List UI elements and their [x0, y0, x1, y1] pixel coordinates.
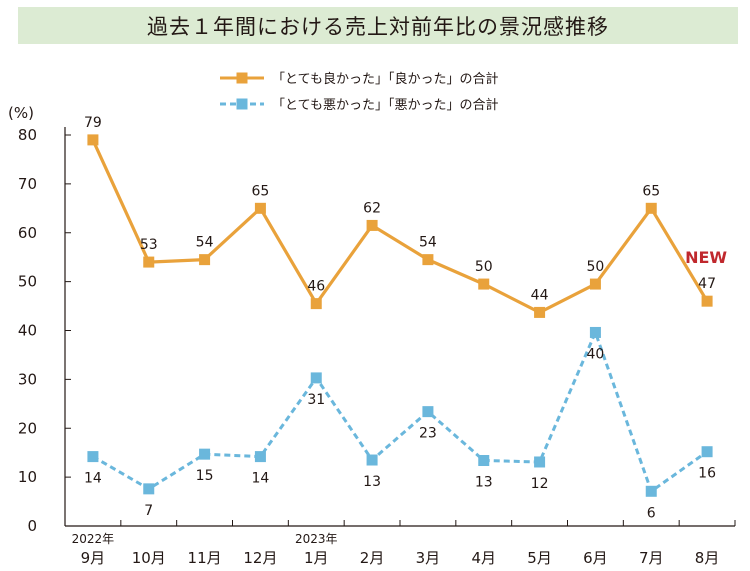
- data-point: [143, 256, 155, 268]
- data-point: [310, 372, 322, 384]
- y-tick-label: 10: [18, 468, 37, 486]
- data-point: [478, 455, 490, 467]
- data-point: [422, 406, 434, 418]
- data-label: 31: [307, 392, 325, 408]
- x-tick-label: 4月: [471, 549, 496, 567]
- legend-label-2: 「とても悪かった」「悪かった」の合計: [272, 97, 498, 113]
- data-point: [366, 219, 378, 231]
- data-label: 40: [587, 346, 605, 362]
- data-label: 13: [475, 475, 493, 491]
- y-tick-label: 70: [18, 175, 37, 193]
- y-tick-label: 40: [18, 322, 37, 340]
- chart-title: 過去１年間における売上対前年比の景況感推移: [147, 14, 609, 39]
- x-tick-label: 10月: [132, 549, 166, 567]
- new-annotation: NEW: [685, 248, 727, 267]
- data-label: 14: [252, 471, 270, 487]
- data-point: [701, 446, 713, 458]
- data-point: [478, 278, 490, 290]
- data-point: [254, 202, 266, 214]
- y-tick-label: 60: [18, 224, 37, 242]
- legend-marker-1: [236, 72, 248, 84]
- data-label: 50: [475, 259, 493, 275]
- x-tick-label: 2月: [360, 549, 385, 567]
- data-point: [645, 202, 657, 214]
- data-label: 44: [531, 287, 549, 303]
- x-tick-label: 9月: [81, 549, 106, 567]
- y-tick-label: 80: [18, 126, 37, 144]
- data-label: 12: [531, 476, 549, 492]
- legend-marker-2: [236, 98, 248, 110]
- series-line-2: [92, 331, 708, 493]
- x-tick-label: 3月: [416, 549, 441, 567]
- x-tick-label: 8月: [695, 549, 720, 567]
- data-label: 7: [144, 503, 153, 519]
- legend-label-1: 「とても良かった」「良かった」の合計: [272, 71, 498, 87]
- data-label: 15: [196, 468, 214, 484]
- x-tick-label: 5月: [527, 549, 552, 567]
- data-point: [143, 483, 155, 495]
- data-point: [87, 134, 99, 146]
- y-tick-label: 0: [27, 517, 37, 535]
- data-point: [310, 298, 322, 310]
- data-point: [87, 451, 99, 463]
- data-label: 16: [698, 466, 716, 482]
- x-tick-label: 12月: [243, 549, 277, 567]
- data-point: [534, 456, 546, 468]
- data-label: 47: [698, 276, 716, 292]
- data-point: [422, 254, 434, 266]
- data-point: [199, 448, 211, 460]
- x-tick-label: 6月: [583, 549, 608, 567]
- data-label: 53: [140, 237, 158, 253]
- data-label: 6: [647, 505, 656, 521]
- data-label: 65: [252, 183, 270, 199]
- data-point: [589, 326, 601, 338]
- y-axis-unit: (%): [8, 104, 34, 122]
- x-tick-label: 7月: [639, 549, 664, 567]
- data-label: 79: [84, 115, 102, 131]
- year-label: 2022年: [72, 532, 115, 546]
- data-label: 62: [363, 200, 381, 216]
- series-line-1: [91, 139, 709, 314]
- x-tick-label: 1月: [304, 549, 329, 567]
- data-label: 54: [196, 235, 214, 251]
- data-label: 65: [642, 183, 660, 199]
- y-tick-label: 50: [18, 273, 37, 291]
- data-point: [254, 451, 266, 463]
- data-point: [701, 295, 713, 307]
- data-point: [199, 254, 211, 266]
- data-label: 23: [419, 426, 437, 442]
- data-label: 13: [363, 474, 381, 490]
- data-point: [366, 454, 378, 466]
- y-tick-label: 30: [18, 370, 37, 388]
- title-bar: 過去１年間における売上対前年比の景況感推移: [18, 7, 738, 44]
- data-label: 54: [419, 235, 437, 251]
- x-tick-label: 11月: [188, 549, 222, 567]
- year-label: 2023年: [295, 532, 338, 546]
- y-tick-label: 20: [18, 419, 37, 437]
- data-point: [534, 306, 546, 318]
- data-label: 50: [587, 259, 605, 275]
- data-label: 14: [84, 471, 102, 487]
- data-point: [645, 485, 657, 497]
- data-point: [589, 278, 601, 290]
- data-label: 46: [307, 279, 325, 295]
